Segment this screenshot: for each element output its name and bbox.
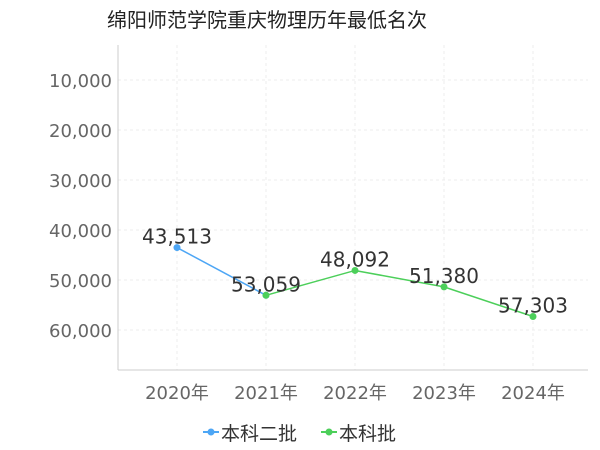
x-tick-label: 2020年 xyxy=(145,383,209,404)
x-tick-label: 2021年 xyxy=(234,383,298,404)
legend-item[interactable]: 本科批 xyxy=(321,423,396,445)
legend-item[interactable]: 本科二批 xyxy=(203,423,297,445)
data-label: 43,513 xyxy=(142,225,212,249)
legend-label: 本科二批 xyxy=(221,423,297,445)
series-layer xyxy=(173,244,537,321)
series-line xyxy=(176,246,267,296)
data-label: 51,380 xyxy=(409,264,479,288)
axes: 10,000 20,000 30,000 40,000 50,000 60,000 2020… xyxy=(49,45,588,404)
data-point[interactable] xyxy=(173,244,181,252)
grid-lines xyxy=(118,45,588,370)
x-tick-label: 2022年 xyxy=(323,383,387,404)
y-tick-label: 60,000 xyxy=(49,321,112,342)
data-point[interactable] xyxy=(262,291,270,299)
x-tick-label: 2023年 xyxy=(412,383,476,404)
data-label: 48,092 xyxy=(320,247,390,271)
legend[interactable]: 本科二批 本科批 xyxy=(203,423,396,445)
chart-title: 绵阳师范学院重庆物理历年最低名次 xyxy=(107,8,427,32)
y-tick-label: 40,000 xyxy=(49,221,112,242)
y-tick-label: 20,000 xyxy=(49,121,112,142)
data-point[interactable] xyxy=(351,266,359,274)
legend-marker-icon xyxy=(207,428,215,436)
data-point[interactable] xyxy=(529,313,537,321)
y-tick-label: 50,000 xyxy=(49,271,112,292)
y-tick-label: 10,000 xyxy=(49,71,112,92)
y-tick-label: 30,000 xyxy=(49,171,112,192)
x-tick-label: 2024年 xyxy=(501,383,565,404)
legend-marker-icon xyxy=(325,428,333,436)
data-point[interactable] xyxy=(440,283,448,291)
data-labels: 43,513 53,059 48,092 51,380 57,303 xyxy=(142,225,568,318)
data-label: 57,303 xyxy=(498,294,568,318)
legend-label: 本科批 xyxy=(339,423,396,445)
data-label: 53,059 xyxy=(231,272,301,296)
series-line xyxy=(265,269,534,318)
